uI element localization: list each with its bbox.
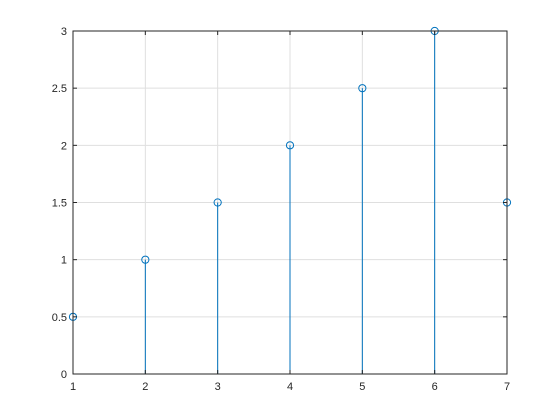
stem-marker-3 xyxy=(213,198,222,207)
axis-ticks xyxy=(72,30,508,375)
y-tick-label-6: 2.5 xyxy=(52,83,67,95)
x-tick-label-7: 7 xyxy=(504,381,510,393)
x-tick-label-3: 3 xyxy=(215,381,221,393)
y-tick-label-4: 1.5 xyxy=(52,198,67,210)
y-tick-label-2: 0.5 xyxy=(52,312,67,324)
y-tick-label-3: 1 xyxy=(61,255,67,267)
y-tick-label-7: 3 xyxy=(61,26,67,38)
stem-marker-2 xyxy=(141,255,150,264)
y-tick-label-1: 0 xyxy=(61,369,67,381)
y-tick-label-5: 2 xyxy=(61,140,67,152)
stem-marker-4 xyxy=(285,141,295,150)
x-tick-label-1: 1 xyxy=(70,381,76,393)
stem-marker-5 xyxy=(358,84,367,93)
x-tick-label-4: 4 xyxy=(287,381,293,393)
x-tick-label-2: 2 xyxy=(142,381,148,393)
x-tick-label-5: 5 xyxy=(359,381,365,393)
x-tick-label-6: 6 xyxy=(432,381,438,393)
tick-labels: 1 2 3 4 5 6 7 0 0.5 1 1.5 2 2.5 3 xyxy=(52,26,510,393)
